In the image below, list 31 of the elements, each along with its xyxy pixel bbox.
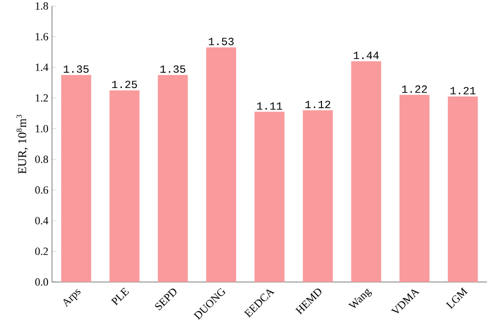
data-label: 1.35: [160, 65, 186, 73]
y-tick-label: 1.6: [36, 32, 48, 40]
bar: [61, 75, 92, 282]
x-tick-label: Arps: [63, 289, 80, 308]
data-label: 1.21: [450, 86, 476, 94]
y-tick-label: 0.6: [35, 186, 48, 194]
y-tick-label: 1.0: [36, 124, 48, 132]
bar: [400, 94, 430, 282]
bar: [110, 90, 140, 282]
y-tick-label: 0.2: [35, 248, 48, 256]
data-label: 1.11: [257, 102, 282, 110]
y-tick-label: 0.0: [35, 278, 48, 286]
y-tick-label: 1.8: [36, 2, 48, 10]
bar: [351, 61, 382, 282]
y-tick-label: 1.4: [36, 64, 48, 72]
bar: [206, 47, 236, 282]
y-tick-label: 0.8: [35, 156, 48, 164]
y-tick-label: 1.2: [36, 94, 48, 102]
y-axis-title: EUR, 10$^{8}$m$^{3}$: [16, 114, 28, 174]
y-tick-label: 0.4: [35, 216, 48, 224]
bar: [158, 75, 188, 282]
data-label: 1.44: [354, 52, 379, 60]
bar: [302, 110, 333, 282]
x-tick-label: PLE: [110, 288, 130, 306]
data-label: 1.12: [305, 100, 330, 108]
data-label: 1.25: [112, 80, 137, 88]
data-label: 1.22: [402, 85, 427, 93]
bar: [254, 112, 284, 282]
data-label: 1.35: [64, 65, 89, 73]
bar: [448, 96, 478, 282]
data-label: 1.53: [208, 38, 234, 46]
